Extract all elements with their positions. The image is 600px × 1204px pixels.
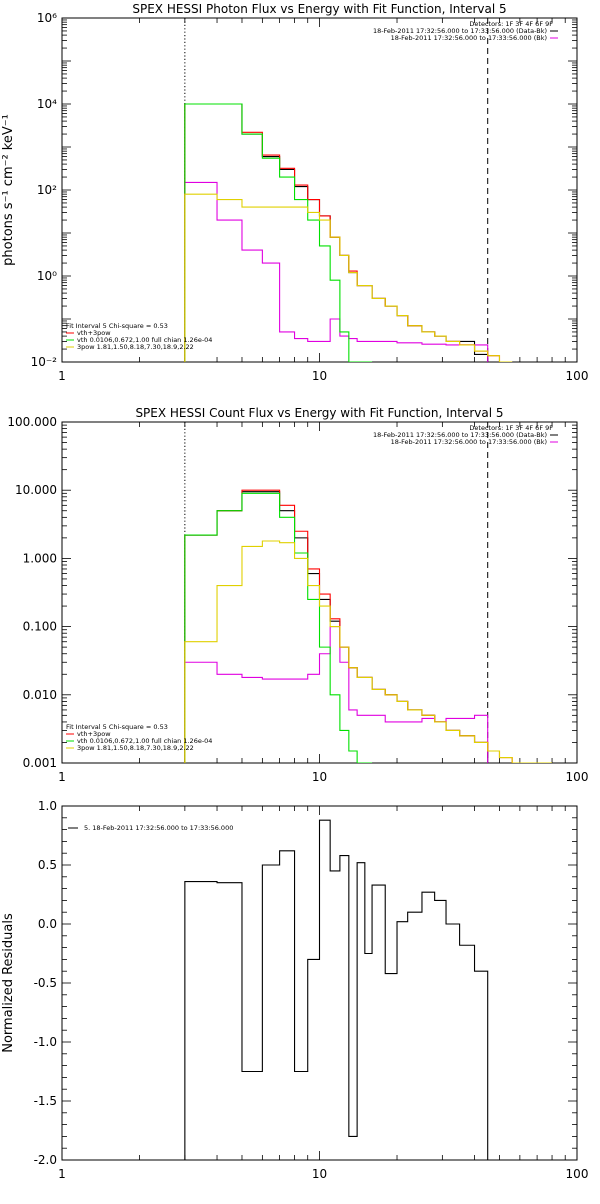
x-tick-label: 1 bbox=[58, 1167, 66, 1181]
series-0-line bbox=[184, 819, 489, 1160]
legend-fit-header: Fit Interval 5 Chi-square = 0.53 bbox=[66, 322, 168, 330]
legend-line: 18-Feb-2011 17:32:56.000 to 17:33:56.000… bbox=[391, 438, 547, 446]
y-tick-label: -1.0 bbox=[34, 1035, 57, 1049]
x-tick-label: 10 bbox=[312, 1167, 327, 1181]
legend-line: Detectors: 1F 3F 4F 6F 9F bbox=[469, 424, 553, 432]
panel-3: 1 10 100 1.0 0.5 0.0 -0.5 -1.0 -1.5 -2.0 Normalize… bbox=[1, 799, 588, 1181]
legend-bottom-left: Fit Interval 5 Chi-square = 0.53vth+3pow… bbox=[66, 723, 212, 752]
legend-entry: 3pow 1.81,1.50,8.18,7.30,18.9,2.22 bbox=[77, 343, 194, 351]
y-axis-label: Normalized Residuals bbox=[1, 913, 16, 1053]
y-tick-label: 1.000 bbox=[23, 551, 57, 565]
y-tick-label: 0.100 bbox=[23, 620, 57, 634]
y-tick-label: 10⁰ bbox=[37, 269, 57, 283]
y-tick-label: 100.000 bbox=[7, 415, 57, 429]
series-3-line bbox=[184, 492, 373, 763]
y-tick-label: 0.010 bbox=[23, 688, 57, 702]
x-tick-label: 100 bbox=[566, 369, 589, 383]
legend-entry: vth 0.0106,0.672,1.00 full chian 1.26e-0… bbox=[77, 737, 212, 745]
series-4-line bbox=[184, 193, 513, 362]
series-2-line bbox=[184, 489, 553, 763]
x-tick-label: 10 bbox=[312, 770, 327, 784]
x-tick-label: 10 bbox=[312, 369, 327, 383]
chart-title: SPEX HESSI Count Flux vs Energy with Fit… bbox=[135, 406, 503, 420]
legend-entry: 3pow 1.81,1.50,8.18,7.30,18.9,2.22 bbox=[77, 744, 194, 752]
y-tick-label: 0.001 bbox=[23, 756, 57, 770]
legend-line: Detectors: 1F 3F 4F 6F 9F bbox=[469, 20, 553, 28]
series-group bbox=[184, 103, 513, 362]
y-tick-label: 10⁶ bbox=[37, 11, 57, 25]
series-1-line bbox=[184, 181, 489, 362]
series-3-line bbox=[184, 103, 373, 362]
legend-line: 18-Feb-2011 17:32:56.000 to 17:33:56.000… bbox=[391, 34, 547, 42]
y-tick-label: -1.5 bbox=[34, 1094, 57, 1108]
series-4-line bbox=[184, 540, 553, 763]
x-tick-label: 100 bbox=[566, 770, 589, 784]
series-group bbox=[184, 489, 553, 763]
legend-entry: vth+3pow bbox=[77, 329, 111, 337]
x-tick-label: 1 bbox=[58, 369, 66, 383]
legend-fit-header: Fit Interval 5 Chi-square = 0.53 bbox=[66, 723, 168, 731]
y-tick-label: 0.0 bbox=[38, 917, 57, 931]
y-tick-label: 10⁻² bbox=[31, 355, 58, 369]
panel-1: SPEX HESSI Photon Flux vs Energy with Fi… bbox=[1, 2, 588, 383]
series-0-line bbox=[184, 103, 489, 362]
x-tick-label: 100 bbox=[566, 1167, 589, 1181]
plot-frame bbox=[61, 17, 578, 363]
legend-entry: vth+3pow bbox=[77, 730, 111, 738]
legend-bottom-left: Fit Interval 5 Chi-square = 0.53vth+3pow… bbox=[66, 322, 212, 351]
series-2-line bbox=[184, 103, 513, 362]
chart-title: SPEX HESSI Photon Flux vs Energy with Fi… bbox=[132, 2, 506, 16]
y-tick-label: 0.5 bbox=[38, 858, 57, 872]
y-tick-label: 1.0 bbox=[38, 799, 57, 813]
panel-2: SPEX HESSI Count Flux vs Energy with Fit… bbox=[7, 406, 588, 784]
y-axis-label: photons s⁻¹ cm⁻² keV⁻¹ bbox=[1, 114, 16, 266]
x-tick-label: 1 bbox=[58, 770, 66, 784]
legend-top-left: 5. 18-Feb-2011 17:32:56.000 to 17:33:56.… bbox=[68, 824, 233, 832]
y-tick-label: -0.5 bbox=[34, 976, 57, 990]
y-tick-label: -2.0 bbox=[34, 1153, 57, 1167]
legend-entry: 5. 18-Feb-2011 17:32:56.000 to 17:33:56.… bbox=[84, 824, 233, 832]
legend-line: 18-Feb-2011 17:32:56.000 to 17:33:56.000… bbox=[373, 431, 547, 439]
y-tick-label: 10⁴ bbox=[37, 97, 57, 111]
series-group bbox=[184, 819, 489, 1160]
legend-line: 18-Feb-2011 17:32:56.000 to 17:33:56.000… bbox=[373, 27, 547, 35]
y-tick-label: 10² bbox=[37, 183, 57, 197]
y-tick-label: 10.000 bbox=[15, 483, 57, 497]
legend-entry: vth 0.0106,0.672,1.00 full chian 1.26e-0… bbox=[77, 336, 212, 344]
